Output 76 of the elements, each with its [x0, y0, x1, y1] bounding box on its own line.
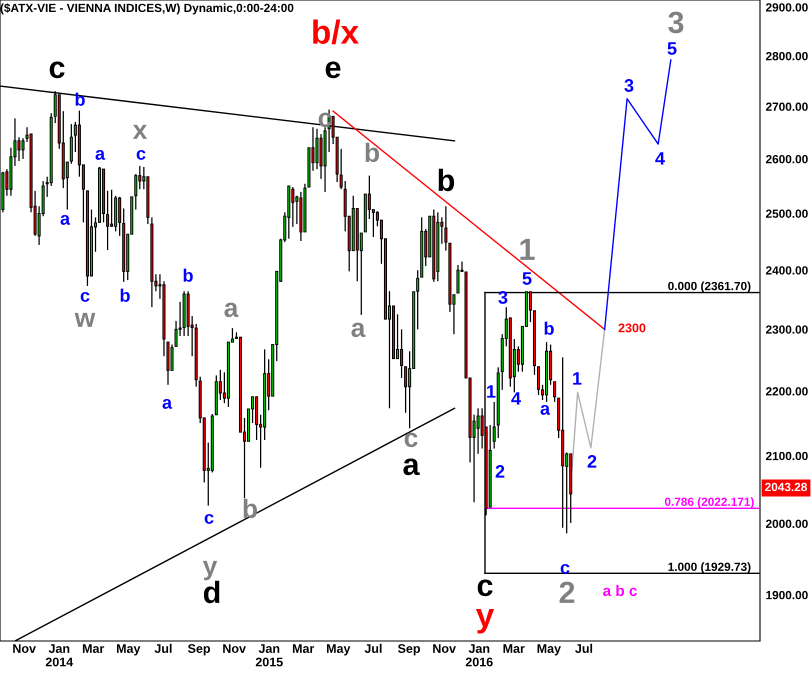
- annotation: 0.786 (2022.171): [664, 497, 754, 508]
- annotation: c: [50, 61, 65, 78]
- annotation: b: [366, 142, 379, 162]
- annotation: b: [184, 268, 193, 282]
- x-tick-label: May: [538, 644, 561, 656]
- y-tick-label: 2800.00: [766, 52, 808, 60]
- annotation: 3: [498, 291, 508, 304]
- x-tick-label: Jan 2014: [46, 644, 74, 666]
- annotation: 4: [511, 392, 521, 405]
- annotation: 2: [588, 455, 596, 468]
- annotation: c: [204, 514, 214, 524]
- annotation: 0.000 (2361.70): [668, 282, 750, 293]
- x-tick-label: Sep: [398, 644, 420, 656]
- y-tick-label: 2000.00: [766, 520, 808, 528]
- y-tick-label: 2900.00: [766, 3, 808, 12]
- annotation: c: [404, 432, 418, 448]
- annotation: y: [202, 560, 218, 580]
- x-tick-label: Jul: [575, 644, 592, 653]
- annotation: e: [326, 61, 340, 78]
- annotation: a: [224, 302, 239, 318]
- x-tick-label: Jan 2015: [256, 644, 283, 666]
- y-tick-label: 2100.00: [766, 452, 808, 460]
- annotation: w: [74, 312, 96, 327]
- annotation: c: [80, 292, 90, 302]
- annotation: c: [560, 564, 570, 574]
- x-tick-label: Jul: [154, 644, 172, 653]
- annotation: b: [120, 288, 130, 302]
- annotation: b: [438, 168, 454, 192]
- annotation: y: [476, 609, 494, 634]
- annotation: a b c: [603, 584, 637, 596]
- annotation: 1: [520, 238, 535, 260]
- annotation: c: [136, 150, 146, 160]
- x-tick-label: Jan 2016: [466, 644, 493, 666]
- annotation: a: [96, 150, 106, 160]
- annotation: 2: [560, 582, 574, 603]
- x-tick-label: Mar: [82, 644, 104, 653]
- annotation: a: [540, 404, 550, 415]
- annotation: 1: [573, 372, 582, 385]
- annotation: a: [162, 398, 172, 409]
- annotation: b: [76, 92, 85, 106]
- x-tick-label: Nov: [13, 644, 36, 653]
- annotation: b/x: [313, 19, 359, 44]
- annotation: a: [60, 214, 70, 225]
- annotation: b: [544, 322, 554, 335]
- y-tick-label: 2300.00: [766, 325, 808, 334]
- annotation: a: [351, 322, 366, 338]
- annotation: 3: [668, 12, 684, 34]
- annotation: c: [478, 579, 493, 596]
- annotation: b: [244, 498, 257, 518]
- x-tick-label: Mar: [292, 644, 314, 653]
- y-tick-label: 2600.00: [766, 154, 808, 164]
- annotation: 2300: [618, 324, 646, 332]
- annotation: 1: [487, 385, 496, 398]
- x-tick-label: Nov: [433, 644, 456, 653]
- chart-title: ($ATX-VIE - VIENNA INDICES,W) Dynamic,0:00-24:00: [0, 3, 294, 14]
- x-tick-label: Jul: [364, 644, 382, 653]
- y-tick-label: 2200.00: [766, 387, 808, 396]
- annotation: d: [204, 580, 220, 604]
- annotation: x: [132, 124, 148, 139]
- annotation: 1.000 (1929.73): [668, 562, 750, 574]
- x-tick-label: Sep: [188, 644, 210, 656]
- annotation: 5: [668, 42, 677, 55]
- text: 2043.28: [765, 482, 807, 492]
- y-tick-label: 2700.00: [766, 102, 808, 111]
- annotation: 2: [496, 465, 504, 478]
- annotation: 5: [522, 272, 532, 285]
- annotation: 3: [624, 79, 634, 92]
- annotation: 4: [655, 152, 665, 165]
- y-tick-label: 1900.00: [766, 590, 808, 600]
- x-tick-label: Mar: [503, 644, 525, 653]
- x-tick-label: May: [116, 644, 140, 656]
- x-tick-label: Nov: [223, 644, 246, 653]
- y-tick-label: 2400.00: [766, 266, 808, 275]
- x-tick-label: May: [326, 644, 350, 656]
- y-tick-label: 2500.00: [766, 209, 808, 218]
- annotation: a: [403, 458, 420, 476]
